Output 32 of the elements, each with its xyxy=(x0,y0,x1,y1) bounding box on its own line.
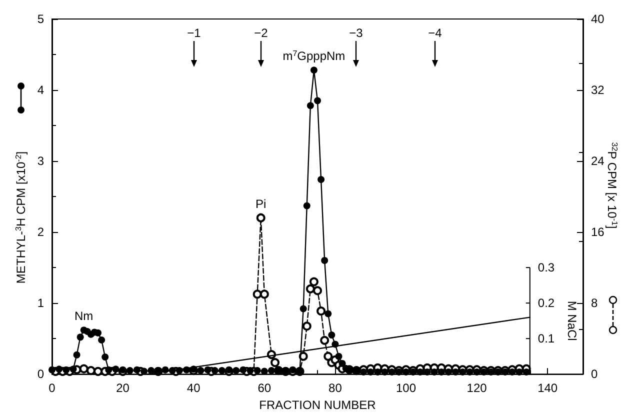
annotation: −1 xyxy=(187,26,202,40)
annotation: Nm xyxy=(74,309,94,324)
y2-tick-label: 32 xyxy=(591,83,605,98)
y-tick-label: 5 xyxy=(37,12,44,26)
annotation: −3 xyxy=(349,26,364,40)
x-tick-label: 60 xyxy=(258,381,272,396)
annotation: m$^{7}$GpppNm xyxy=(282,48,346,64)
x-tick-label: 80 xyxy=(328,381,342,396)
y3-tick-label: 0.2 xyxy=(538,296,555,310)
y3-tick-label: 0.3 xyxy=(538,260,555,275)
y-tick-label: 0 xyxy=(37,367,44,382)
y-tick-label: 3 xyxy=(37,154,44,168)
annotation: −2 xyxy=(254,26,268,40)
annotation: −4 xyxy=(428,26,442,40)
y-tick-label: 4 xyxy=(37,83,44,98)
y2-tick-label: 16 xyxy=(591,225,605,240)
y3-tick-label: 0.1 xyxy=(538,332,555,346)
y2-tick-label: 0 xyxy=(591,367,598,382)
y2-tick-label: 40 xyxy=(591,12,605,26)
y2-tick-label: 24 xyxy=(591,154,605,168)
y-tick-label: 1 xyxy=(37,296,44,310)
x-tick-label: 120 xyxy=(466,381,488,396)
annotation: Pi xyxy=(256,196,266,211)
x-tick-label: 0 xyxy=(48,381,56,396)
x-tick-label: 100 xyxy=(396,381,416,396)
x-tick-label: 140 xyxy=(538,381,558,396)
x-axis-title: FRACTION NUMBER xyxy=(259,398,376,412)
x-tick-label: 20 xyxy=(116,381,130,396)
y-tick-label: 2 xyxy=(37,225,44,240)
y2-tick-label: 8 xyxy=(591,296,598,310)
y3-axis-title: M NaCl xyxy=(564,300,579,341)
x-tick-label: 40 xyxy=(186,381,201,396)
